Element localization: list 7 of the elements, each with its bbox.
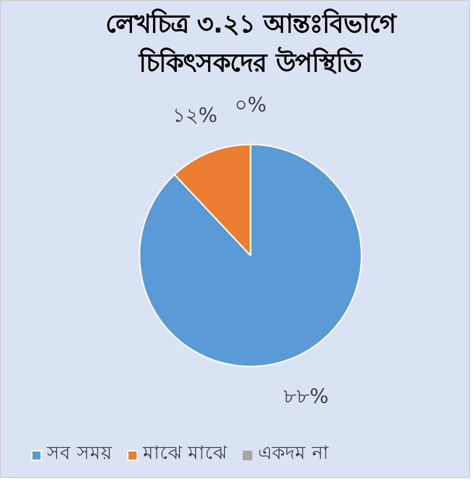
legend-label: মাঝে মাঝে: [142, 442, 227, 466]
data-label: ৮৮%: [284, 384, 329, 408]
legend-label: সব সময়: [47, 442, 112, 466]
chart-title: লেখচিত্র ৩.২১ আন্তঃবিভাগে চিকিৎসকদের উপস্থিতি: [105, 8, 398, 78]
text: ০%: [234, 92, 267, 116]
data-label: ১২%: [172, 103, 218, 128]
legend-label: একদম না: [258, 442, 329, 466]
